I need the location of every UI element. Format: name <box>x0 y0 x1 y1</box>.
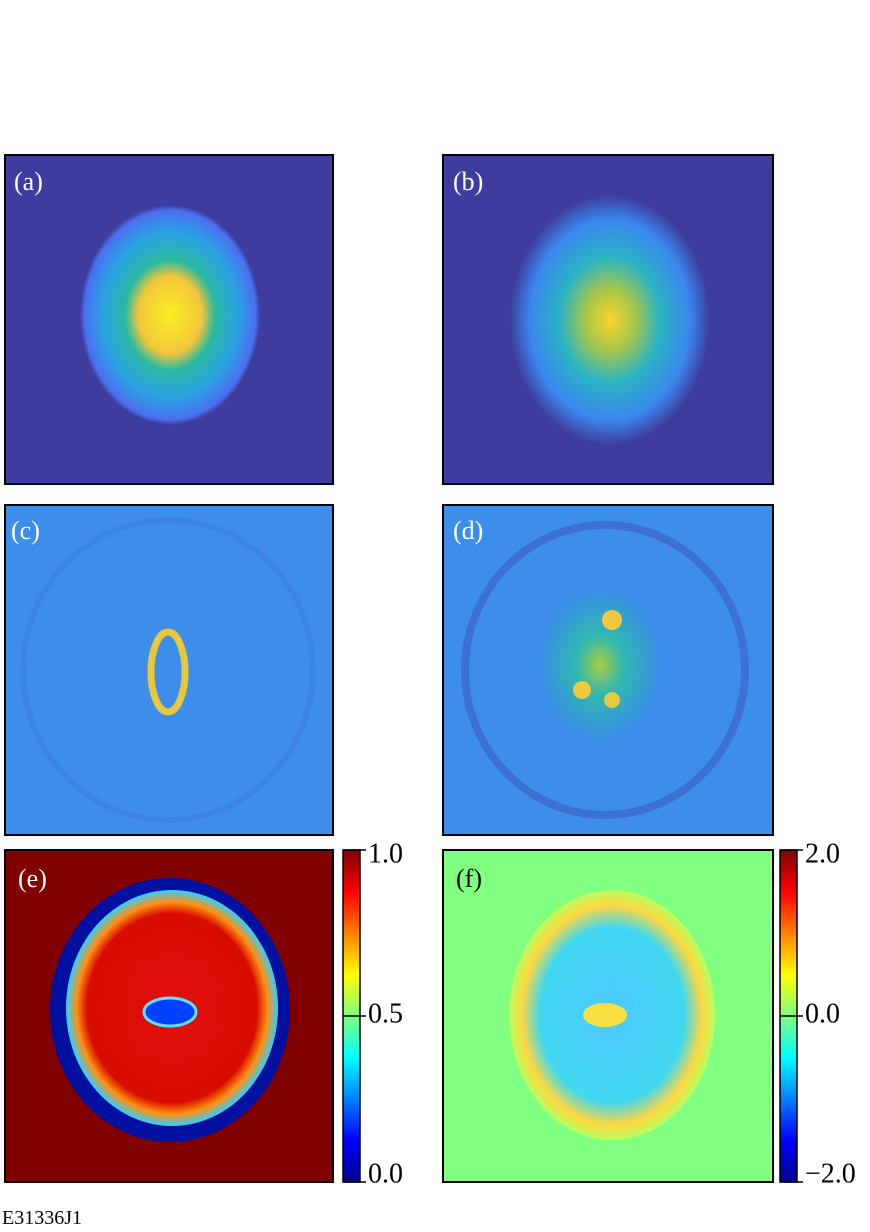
panel-label: (a) <box>14 167 43 196</box>
panel-c: (c) <box>4 504 334 836</box>
panel-b: (b) <box>442 154 774 485</box>
colorbar-tick-label: 2.0 <box>805 838 840 869</box>
panel-label: (f) <box>456 864 482 893</box>
panel-e: (e) <box>4 849 334 1183</box>
panel-f: (f) <box>442 849 774 1183</box>
panel-label: (d) <box>453 516 483 545</box>
panel-a: (a) <box>4 154 334 485</box>
colorbar-tick-label: 0.0 <box>368 1158 403 1189</box>
colorbar-tick-label: 0.5 <box>368 998 403 1029</box>
colorbar-tick-label: −2.0 <box>805 1158 856 1189</box>
colorbar-tick-label: 1.0 <box>368 838 403 869</box>
panel-d: (d) <box>442 504 774 836</box>
colorbar-tick-label: 0.0 <box>805 998 840 1029</box>
panel-label: (c) <box>11 516 40 545</box>
panel-label: (e) <box>18 864 47 893</box>
figure-code: E31336J1 <box>2 1207 82 1229</box>
panel-label: (b) <box>453 167 483 196</box>
